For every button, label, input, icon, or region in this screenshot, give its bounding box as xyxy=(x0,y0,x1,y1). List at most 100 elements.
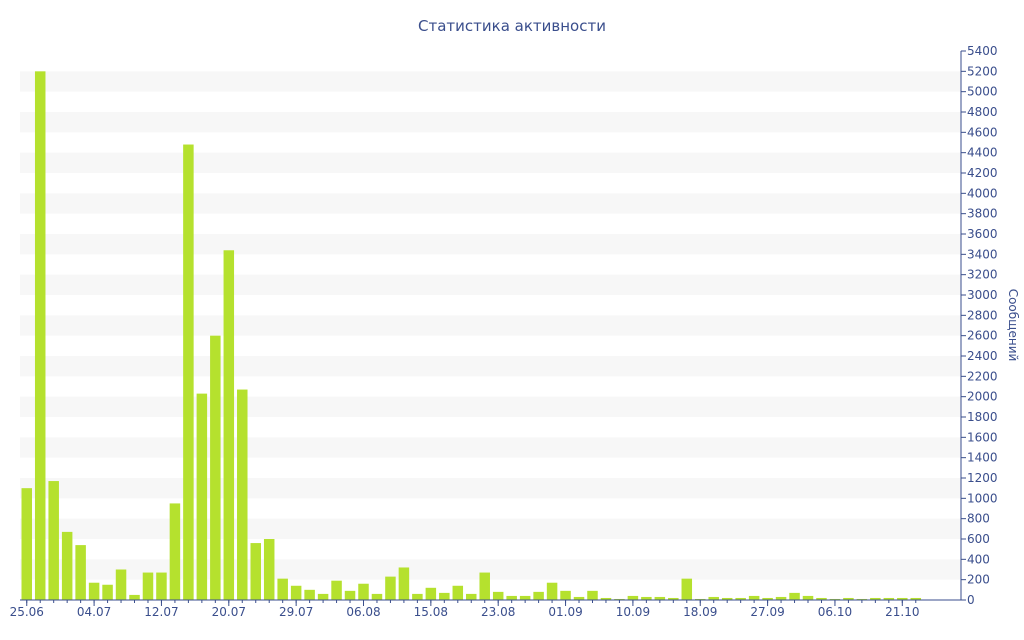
y-tick-label: 3000 xyxy=(967,288,998,302)
bar xyxy=(304,589,315,600)
y-tick-label: 4600 xyxy=(967,125,998,139)
grid-band xyxy=(20,234,961,255)
bar xyxy=(587,590,598,600)
y-tick-label: 4400 xyxy=(967,146,998,160)
bar xyxy=(331,580,342,600)
bar xyxy=(210,335,221,600)
bar xyxy=(115,569,127,600)
bar xyxy=(573,596,585,600)
x-tick-label: 20.07 xyxy=(212,605,246,619)
bar xyxy=(627,595,639,600)
bar xyxy=(843,597,854,600)
chart-title: Статистика активности xyxy=(418,17,606,35)
bar xyxy=(910,597,922,600)
y-tick-label: 1400 xyxy=(967,451,998,465)
bar xyxy=(519,595,531,600)
bar xyxy=(102,584,113,600)
y-tick-label: 4000 xyxy=(967,186,998,200)
bar xyxy=(897,597,908,600)
x-tick-label: 23.08 xyxy=(481,605,515,619)
grid-band xyxy=(20,274,961,295)
bar xyxy=(762,597,773,600)
bar xyxy=(600,597,612,600)
y-tick-label: 3400 xyxy=(967,247,998,261)
bar xyxy=(721,597,733,600)
y-tick-label: 0 xyxy=(967,593,975,607)
y-tick-label: 1200 xyxy=(967,471,998,485)
bar xyxy=(250,543,261,600)
bar xyxy=(681,578,693,600)
y-tick-label: 2600 xyxy=(967,329,998,343)
grid-band xyxy=(20,112,961,133)
x-tick-label: 25.06 xyxy=(10,605,44,619)
grid-band xyxy=(20,437,961,458)
bar xyxy=(223,250,235,600)
grid-band xyxy=(20,518,961,539)
grid-band xyxy=(20,356,961,377)
y-axis-label: Сообщений xyxy=(1006,289,1020,362)
bar xyxy=(344,590,356,600)
x-tick-label: 01.09 xyxy=(548,605,582,619)
bar xyxy=(479,572,490,600)
bar xyxy=(735,597,746,600)
x-tick-label: 06.08 xyxy=(346,605,380,619)
y-tick-label: 5400 xyxy=(967,44,998,58)
bar xyxy=(452,585,464,600)
bar xyxy=(196,393,208,600)
bar xyxy=(290,585,302,600)
x-tick-label: 10.09 xyxy=(616,605,650,619)
grid-band xyxy=(20,478,961,499)
x-tick-label: 29.07 xyxy=(279,605,313,619)
y-tick-label: 3600 xyxy=(967,227,998,241)
bar xyxy=(883,597,895,600)
x-tick-label: 04.07 xyxy=(77,605,111,619)
bar xyxy=(371,593,383,600)
bar xyxy=(412,593,423,600)
bar xyxy=(654,596,666,600)
y-tick-label: 2800 xyxy=(967,308,998,322)
grid-band xyxy=(20,152,961,173)
bar xyxy=(789,592,800,600)
bar xyxy=(61,531,73,600)
bar xyxy=(317,593,329,600)
bar xyxy=(856,598,868,600)
x-axis: 25.06 04.07 12.07 20.07 29.07 06.08 15.08 23.08… xyxy=(10,599,961,619)
bar xyxy=(641,596,652,600)
bar xyxy=(169,503,181,600)
bar xyxy=(870,597,881,600)
grid-band xyxy=(20,193,961,214)
bar xyxy=(48,481,59,600)
bar xyxy=(546,582,558,600)
bar xyxy=(816,597,827,600)
grid-band xyxy=(20,71,961,92)
bar xyxy=(533,591,544,600)
x-tick-label: 15.08 xyxy=(414,605,448,619)
bar xyxy=(802,595,814,600)
bar xyxy=(492,591,504,600)
y-tick-label: 1000 xyxy=(967,491,998,505)
bar xyxy=(263,539,275,600)
y-tick-label: 5000 xyxy=(967,85,998,99)
grid-band xyxy=(20,315,961,336)
bar xyxy=(75,545,86,600)
x-tick-label: 18.09 xyxy=(683,605,717,619)
bar xyxy=(156,572,167,600)
bar xyxy=(129,594,140,600)
bar xyxy=(34,71,46,600)
bar xyxy=(829,598,841,600)
bar xyxy=(775,596,787,600)
bar xyxy=(425,587,437,600)
bar xyxy=(668,597,679,600)
grid-band xyxy=(20,396,961,417)
bar xyxy=(466,593,477,600)
y-tick-label: 1600 xyxy=(967,430,998,444)
y-tick-label: 200 xyxy=(967,573,990,587)
y-tick-label: 4200 xyxy=(967,166,998,180)
y-tick-label: 4800 xyxy=(967,105,998,119)
bar xyxy=(506,595,517,600)
bar xyxy=(237,389,248,600)
bar xyxy=(277,578,288,600)
bar xyxy=(183,144,194,600)
